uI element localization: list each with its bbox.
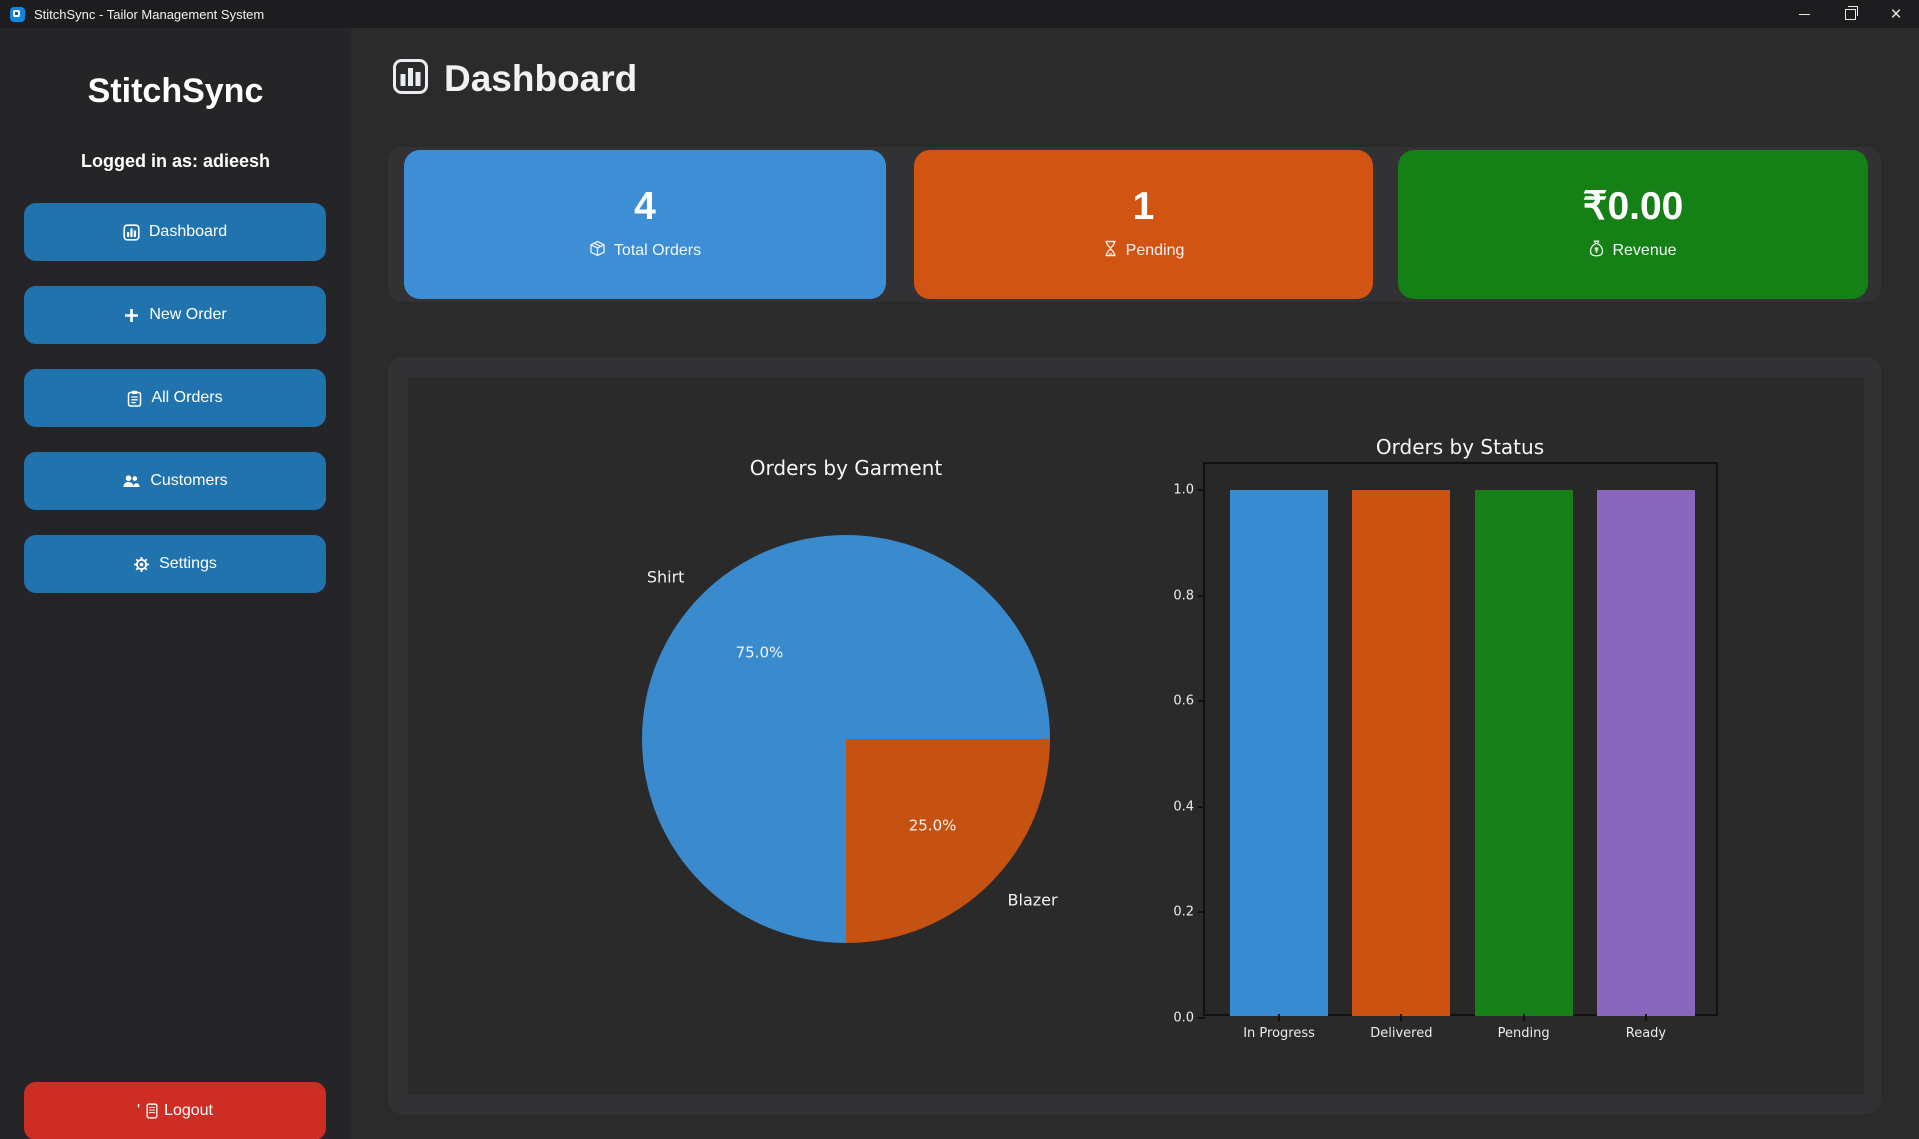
window-title: StitchSync - Tailor Management System bbox=[34, 6, 265, 22]
title-bar: StitchSync - Tailor Management System × bbox=[0, 0, 1919, 28]
x-tick-label: In Progress bbox=[1243, 1026, 1315, 1041]
sidebar-item-customers[interactable]: Customers bbox=[24, 452, 326, 510]
window-controls: × bbox=[1781, 0, 1919, 28]
y-tick-label: 1.0 bbox=[1173, 482, 1194, 498]
x-tick bbox=[1522, 1014, 1525, 1021]
sidebar-item-label: Customers bbox=[150, 472, 228, 489]
charts-figure: Orders by Garment Shirt 75.0% Blazer 25.0% … bbox=[408, 377, 1864, 1095]
y-tick-label: 0.8 bbox=[1173, 588, 1194, 604]
y-tick-label: 0.0 bbox=[1173, 1010, 1194, 1026]
sidebar-item-label: All Orders bbox=[151, 389, 223, 406]
bar bbox=[1596, 490, 1695, 1016]
x-tick bbox=[1400, 1014, 1403, 1021]
sidebar-item-settings[interactable]: Settings bbox=[24, 535, 326, 593]
bar bbox=[1230, 490, 1329, 1016]
page-title: Dashboard bbox=[444, 58, 638, 99]
y-tick-label: 0.2 bbox=[1173, 904, 1194, 920]
y-tick bbox=[1198, 594, 1205, 597]
pie-chart: Shirt 75.0% Blazer 25.0% bbox=[642, 535, 1058, 943]
x-tick-label: Pending bbox=[1497, 1026, 1550, 1041]
x-tick bbox=[1278, 1014, 1281, 1021]
y-tick bbox=[1198, 700, 1205, 703]
pie-label: 25.0% bbox=[909, 817, 957, 835]
stat-value: 4 bbox=[634, 185, 656, 228]
stat-label: Revenue bbox=[1612, 242, 1677, 259]
y-tick bbox=[1198, 489, 1205, 491]
bar-chart-axes: 0.0 0.2 0.4 0.6 0.8 1.0 In Progress Delivered Pe… bbox=[1173, 462, 1718, 1041]
door-icon bbox=[146, 1103, 158, 1119]
hourglass-icon bbox=[1103, 240, 1118, 262]
logout-button[interactable]: ' Logout bbox=[24, 1082, 326, 1139]
logged-in-label: Logged in as: adieesh bbox=[80, 151, 271, 171]
close-icon: × bbox=[1890, 3, 1902, 25]
pie-label: Blazer bbox=[1008, 891, 1058, 910]
y-tick bbox=[1198, 1017, 1205, 1019]
x-tick bbox=[1644, 1014, 1647, 1021]
main-content: Dashboard 4 Total Orders 1 Pen bbox=[351, 28, 1919, 1139]
y-tick-label: 0.4 bbox=[1173, 799, 1194, 815]
app-icon bbox=[10, 6, 25, 22]
minimize-icon bbox=[1798, 13, 1810, 15]
pie-slice bbox=[846, 739, 1050, 943]
stat-card-revenue: ₹0.00 Revenue bbox=[1398, 150, 1868, 299]
pie-label: 75.0% bbox=[736, 643, 784, 661]
stats-row: 4 Total Orders 1 Pending ₹0.00 bbox=[388, 147, 1881, 302]
restore-button[interactable] bbox=[1827, 0, 1873, 28]
sidebar-item-label: New Order bbox=[149, 306, 227, 323]
sidebar-item-new-order[interactable]: New Order bbox=[24, 286, 326, 344]
sidebar: StitchSync Logged in as: adieesh Dashboa… bbox=[0, 28, 351, 1139]
close-button[interactable]: × bbox=[1873, 0, 1919, 28]
users-icon bbox=[122, 474, 141, 488]
bar bbox=[1474, 490, 1573, 1016]
stat-value: ₹0.00 bbox=[1582, 185, 1684, 228]
page-header: Dashboard bbox=[392, 58, 637, 100]
gear-icon bbox=[133, 556, 150, 573]
stat-card-pending: 1 Pending bbox=[914, 150, 1373, 299]
money-bag-icon bbox=[1589, 240, 1604, 262]
sidebar-item-all-orders[interactable]: All Orders bbox=[24, 369, 326, 427]
y-tick bbox=[1198, 805, 1205, 808]
pie-chart-title: Orders by Garment bbox=[749, 456, 943, 480]
sidebar-item-dashboard[interactable]: Dashboard bbox=[24, 203, 326, 261]
bar-chart-title: Orders by Status bbox=[1375, 435, 1545, 459]
stat-label: Total Orders bbox=[613, 242, 702, 259]
stat-value: 1 bbox=[1132, 185, 1155, 228]
pie-label: Shirt bbox=[647, 567, 685, 586]
logout-prefix: ' bbox=[137, 1102, 141, 1119]
minimize-button[interactable] bbox=[1781, 0, 1827, 28]
logout-label: Logout bbox=[164, 1102, 213, 1119]
plus-icon bbox=[123, 307, 140, 324]
x-tick-label: Delivered bbox=[1370, 1026, 1433, 1041]
brand-title: StitchSync bbox=[87, 72, 264, 110]
stat-label: Pending bbox=[1125, 242, 1185, 259]
restore-icon bbox=[1844, 5, 1858, 20]
bar-chart-icon bbox=[123, 223, 140, 241]
stat-card-total-orders: 4 Total Orders bbox=[404, 150, 886, 299]
clipboard-icon bbox=[127, 390, 142, 407]
package-icon bbox=[589, 240, 606, 262]
bar-chart-icon bbox=[392, 58, 429, 100]
bar bbox=[1352, 490, 1451, 1016]
y-tick bbox=[1198, 911, 1205, 914]
x-tick-label: Ready bbox=[1625, 1026, 1667, 1041]
sidebar-item-label: Settings bbox=[159, 555, 217, 572]
y-tick-label: 0.6 bbox=[1173, 693, 1194, 709]
sidebar-item-label: Dashboard bbox=[148, 223, 228, 240]
